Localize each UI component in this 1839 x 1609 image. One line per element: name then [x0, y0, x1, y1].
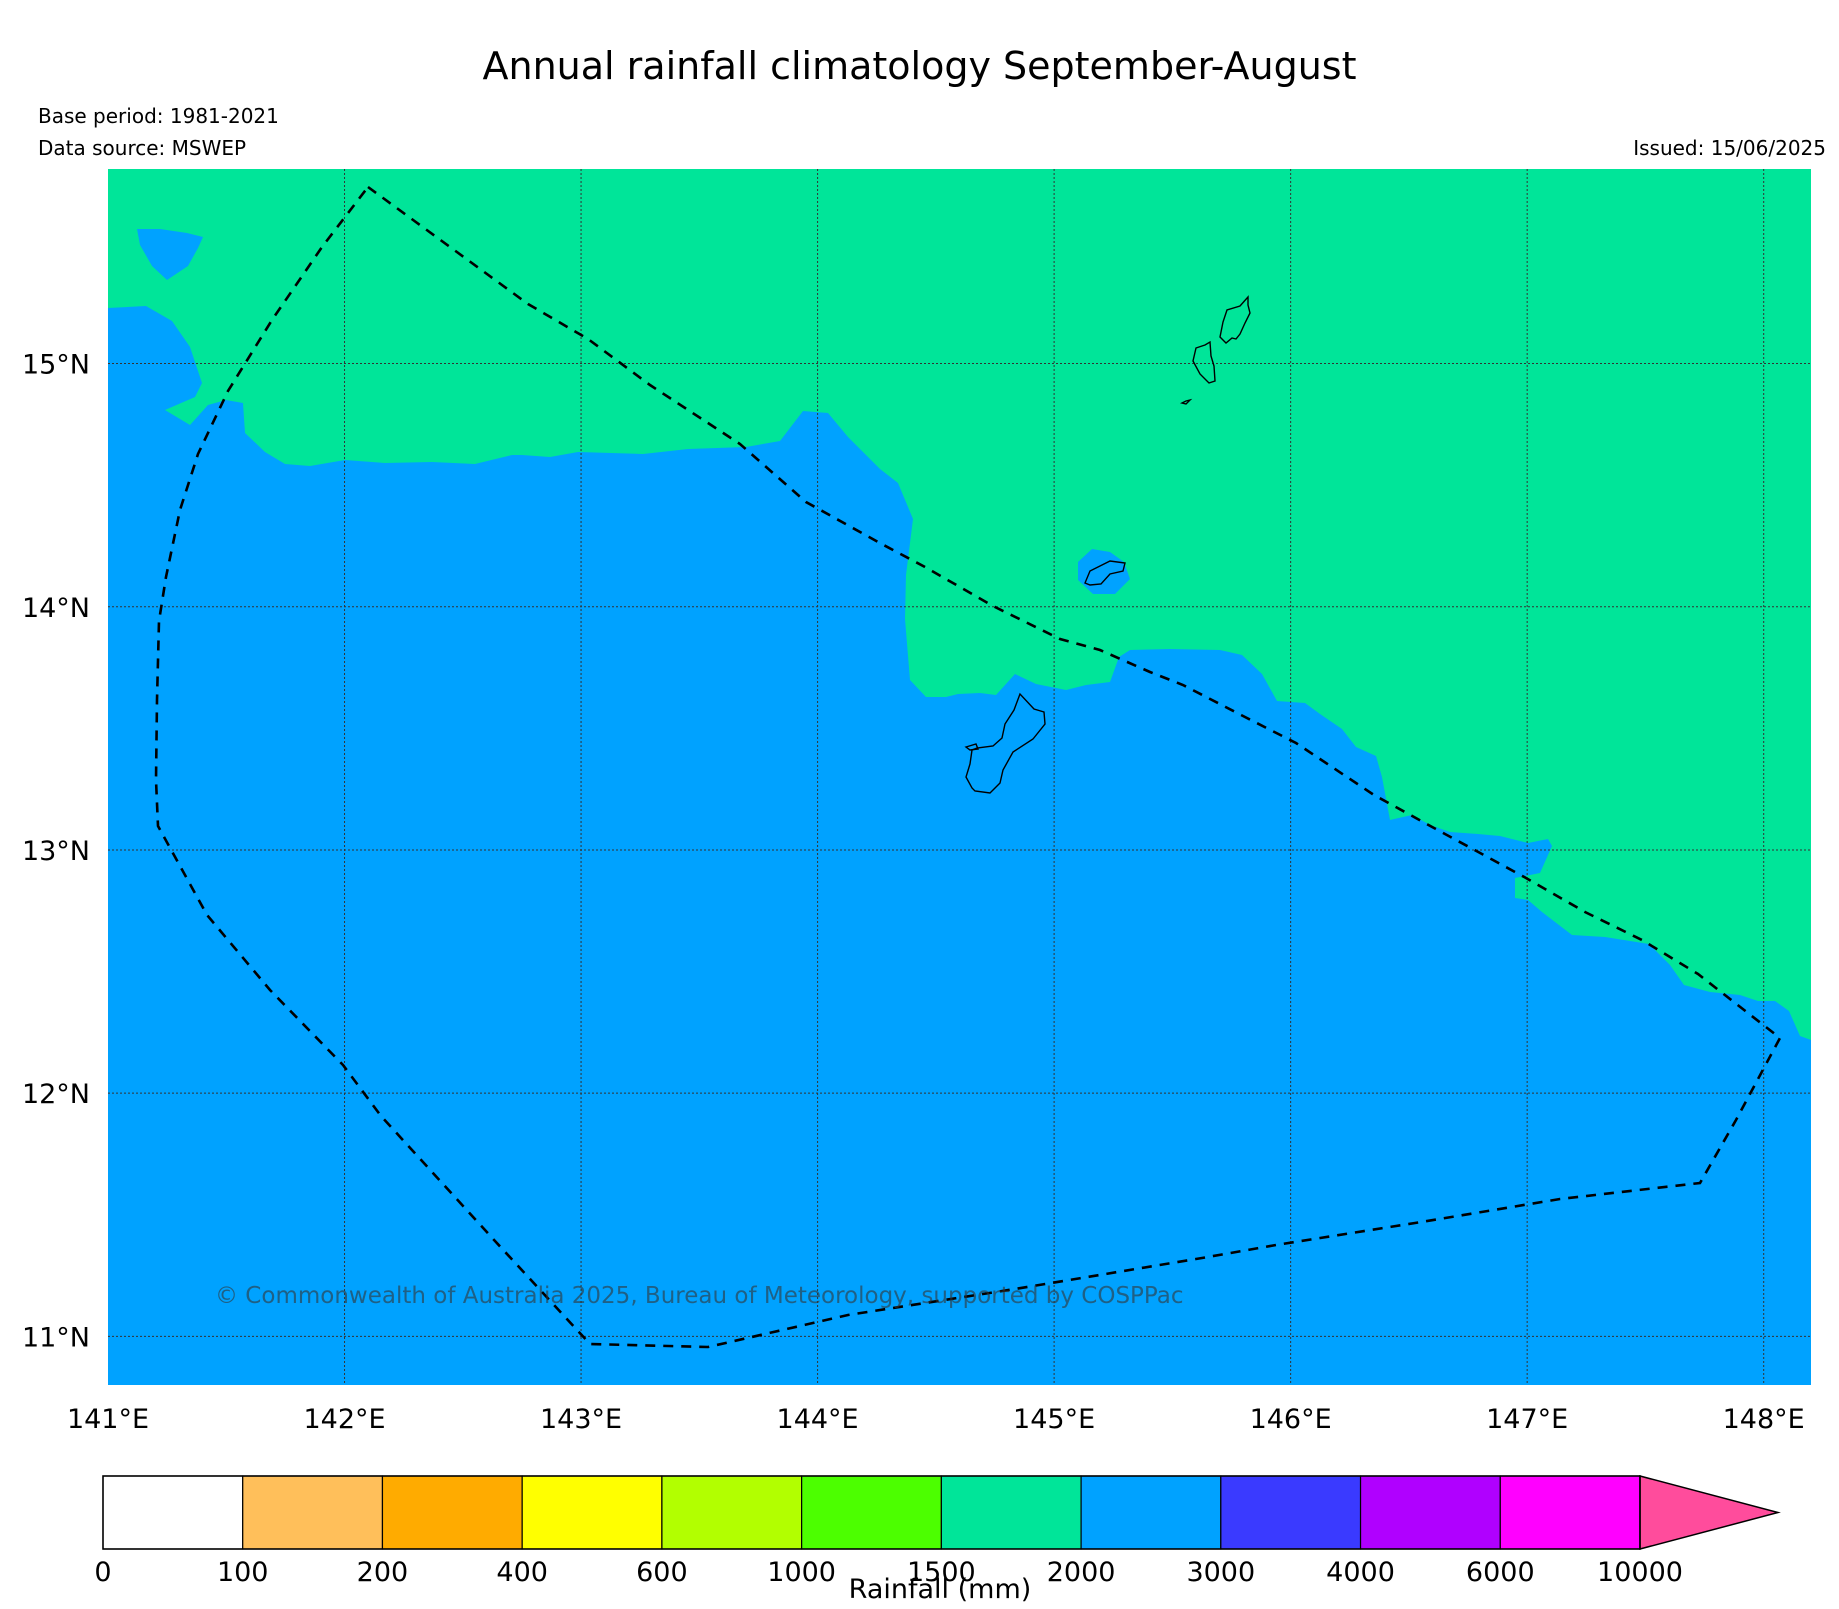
- rainfall-zone-2000-3000-pocket: [1078, 549, 1130, 594]
- map-area: © Commonwealth of Australia 2025, Bureau…: [108, 169, 1811, 1385]
- colorbar-swatch: [661, 1475, 803, 1550]
- longitude-label: 146°E: [1250, 1404, 1332, 1435]
- colorbar-tick-label: 1500: [907, 1557, 976, 1588]
- rainfall-zone-2000-3000: [108, 306, 1811, 1385]
- colorbar-extend-arrow: [1639, 1475, 1781, 1550]
- longitude-label: 147°E: [1486, 1404, 1568, 1435]
- island-outline: [1179, 398, 1193, 405]
- colorbar-tick-label: 6000: [1466, 1557, 1535, 1588]
- eez-boundary: [154, 185, 1782, 1349]
- colorbar-swatch: [1080, 1475, 1222, 1550]
- colorbar-tick-label: 100: [217, 1557, 269, 1588]
- island-outline: [1219, 295, 1251, 344]
- island-outline: [964, 743, 979, 751]
- colorbar-label: Rainfall (mm): [849, 1574, 1032, 1605]
- colorbar-tick-label: 1000: [767, 1557, 836, 1588]
- longitude-label: 145°E: [1013, 1404, 1095, 1435]
- base-period-text: Base period: 1981-2021: [38, 104, 279, 128]
- colorbar-tick-label: 600: [636, 1557, 688, 1588]
- colorbar-swatch: [1220, 1475, 1362, 1550]
- coastlines: [964, 295, 1251, 794]
- latitude-label: 14°N: [22, 593, 90, 624]
- colorbar-swatch: [242, 1475, 384, 1550]
- longitude-label: 141°E: [67, 1404, 149, 1435]
- colorbar-swatch: [801, 1475, 942, 1550]
- colorbar-swatch: [1499, 1475, 1641, 1550]
- latitude-label: 13°N: [22, 836, 90, 867]
- longitude-label: 144°E: [777, 1404, 859, 1435]
- colorbar-tick-label: 0: [94, 1557, 111, 1588]
- latitude-label: 12°N: [22, 1079, 90, 1110]
- latitude-labels: 15°N 14°N 13°N 12°N 11°N: [22, 350, 90, 1354]
- colorbar-frame: [102, 1475, 1641, 1550]
- longitude-label: 148°E: [1723, 1404, 1805, 1435]
- island-outline: [1192, 340, 1216, 384]
- colorbar-swatch: [381, 1475, 523, 1550]
- colorbar-swatch: [102, 1475, 244, 1550]
- copyright-text: © Commonwealth of Australia 2025, Bureau…: [215, 1283, 1184, 1309]
- colorbar-tick-label: 200: [357, 1557, 409, 1588]
- page-title: Annual rainfall climatology September-Au…: [482, 44, 1357, 88]
- colorbar-tick-label: 10000: [1597, 1557, 1683, 1588]
- island-outline: [1084, 560, 1126, 586]
- latitude-label: 15°N: [22, 350, 90, 381]
- rainfall-zone-2000-3000-pocket: [137, 229, 203, 280]
- longitude-label: 143°E: [540, 1404, 622, 1435]
- colorbar-swatch: [940, 1475, 1082, 1550]
- colorbar-tick-label: 400: [496, 1557, 548, 1588]
- colorbar-tick-label: 4000: [1326, 1557, 1395, 1588]
- colorbar-tick-label: 3000: [1186, 1557, 1255, 1588]
- longitude-labels: 141°E 142°E 143°E 144°E 145°E 146°E 147°E 148°E: [67, 1404, 1805, 1435]
- longitude-label: 142°E: [303, 1404, 385, 1435]
- colorbar-swatch: [521, 1475, 663, 1550]
- latitude-label: 11°N: [22, 1322, 90, 1353]
- colorbar: 0 100 200 400 600 1000 1500 2000 3000 4000 6000 100…: [94, 1475, 1781, 1605]
- colorbar-tick-label: 2000: [1047, 1557, 1116, 1588]
- graticule: [108, 169, 1811, 1385]
- island-outline: [965, 692, 1046, 794]
- data-source-text: Data source: MSWEP: [38, 136, 247, 160]
- issued-date-text: Issued: 15/06/2025: [1633, 136, 1826, 160]
- colorbar-swatch: [1359, 1475, 1501, 1550]
